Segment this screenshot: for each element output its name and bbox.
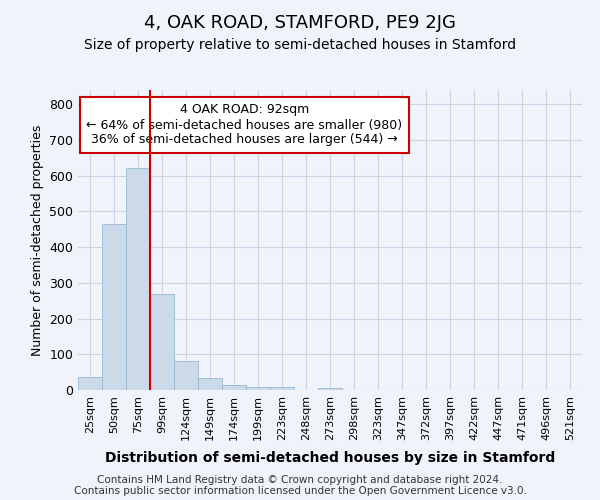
Bar [174, 362, 198, 390]
Text: Contains public sector information licensed under the Open Government Licence v3: Contains public sector information licen… [74, 486, 526, 496]
Bar [78, 377, 102, 390]
Bar [126, 168, 150, 390]
Text: 4 OAK ROAD: 92sqm
← 64% of semi-detached houses are smaller (980)
36% of semi-de: 4 OAK ROAD: 92sqm ← 64% of semi-detached… [86, 104, 403, 146]
Bar [102, 224, 126, 390]
Text: 4, OAK ROAD, STAMFORD, PE9 2JG: 4, OAK ROAD, STAMFORD, PE9 2JG [144, 14, 456, 32]
Text: Size of property relative to semi-detached houses in Stamford: Size of property relative to semi-detach… [84, 38, 516, 52]
Bar [246, 387, 270, 390]
Y-axis label: Number of semi-detached properties: Number of semi-detached properties [31, 124, 44, 356]
Text: Contains HM Land Registry data © Crown copyright and database right 2024.: Contains HM Land Registry data © Crown c… [97, 475, 503, 485]
X-axis label: Distribution of semi-detached houses by size in Stamford: Distribution of semi-detached houses by … [105, 451, 555, 465]
Bar [150, 294, 174, 390]
Bar [270, 387, 294, 390]
Bar [318, 388, 342, 390]
Bar [222, 385, 246, 390]
Bar [198, 378, 222, 390]
